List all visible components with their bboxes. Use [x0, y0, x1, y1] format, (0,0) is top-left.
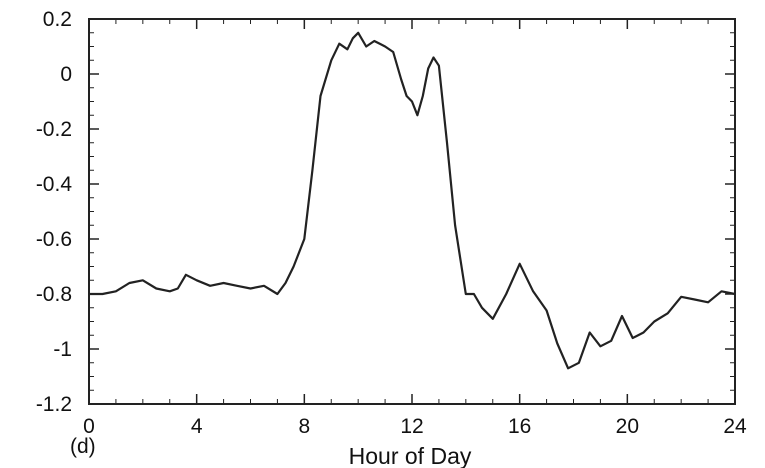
- x-tick-label: 4: [191, 415, 203, 438]
- series-line: [89, 31, 736, 370]
- y-tick-label: -0.6: [36, 228, 72, 251]
- panel-label: (d): [70, 435, 96, 458]
- y-tick-label: -1: [53, 338, 72, 361]
- y-tick-label: -1.2: [36, 393, 72, 416]
- y-tick-label: -0.4: [36, 173, 73, 196]
- tick-marks: [88, 18, 736, 405]
- y-tick-label: -0.8: [36, 283, 72, 306]
- x-tick-label: 16: [508, 415, 531, 438]
- y-tick-label: 0: [60, 63, 72, 86]
- x-tick-label: 8: [298, 415, 310, 438]
- y-tick-label: 0.2: [43, 8, 72, 31]
- x-axis-title: Hour of Day: [349, 443, 472, 468]
- y-tick-label: -0.2: [36, 118, 72, 141]
- y-tick-labels: 0.2 0 -0.2 -0.4 -0.6 -0.8 -1 -1.2: [36, 8, 73, 416]
- plot-frame: [88, 18, 736, 405]
- x-tick-label: 24: [723, 415, 747, 438]
- x-tick-label: 0: [83, 415, 95, 438]
- x-tick-labels: 0 4 8 12 16 20 24: [83, 415, 747, 438]
- x-tick-label: 12: [400, 415, 423, 438]
- x-tick-label: 20: [616, 415, 639, 438]
